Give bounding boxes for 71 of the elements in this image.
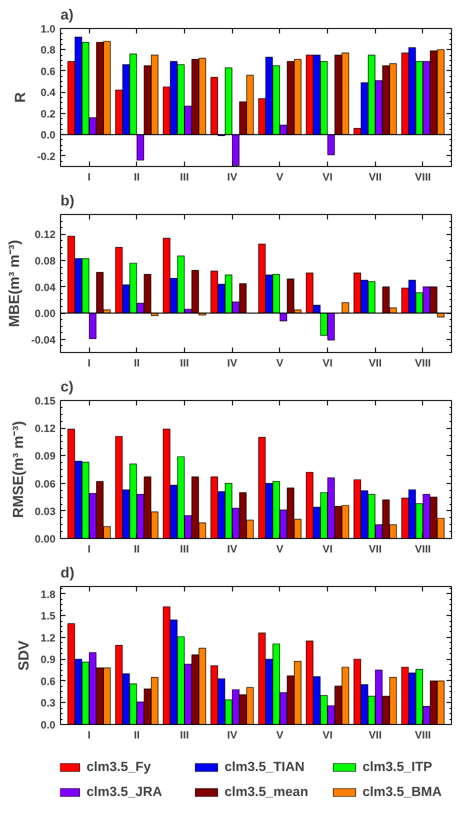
y-tick-label: 0.08: [34, 256, 56, 268]
y-tick-label: 0.06: [34, 478, 56, 490]
x-tick-label: III: [180, 730, 189, 742]
y-tick-label: 0.09: [34, 450, 56, 463]
y-tick-label: 0.6: [40, 676, 56, 688]
y-axis-title: SDV: [16, 640, 33, 671]
y-tick-label: 0.04: [34, 282, 56, 294]
chart-title: d): [60, 566, 74, 582]
x-tick-label: VII: [368, 730, 382, 742]
y-tick-label: 0.00: [34, 534, 56, 546]
x-tick-label: IV: [227, 358, 238, 370]
y-tick-label: 0.0: [40, 720, 56, 732]
legend-label: clm3.5_TIAN: [224, 759, 306, 774]
y-tick-label: 0.4: [40, 87, 56, 100]
x-tick-label: II: [134, 358, 140, 370]
x-tick-label: VII: [368, 172, 382, 184]
x-tick-label: V: [276, 730, 284, 742]
x-tick-label: II: [134, 544, 140, 556]
y-tick-label: 0.6: [40, 66, 56, 78]
y-tick-label: 0.12: [34, 423, 56, 436]
x-tick-label: VI: [322, 172, 333, 184]
y-tick-label: 0.8: [40, 44, 56, 57]
y-tick-label: 1.8: [40, 588, 56, 601]
x-tick-label: III: [180, 172, 189, 184]
x-tick-label: IV: [227, 172, 238, 184]
legend-label: clm3.5_BMA: [362, 784, 443, 799]
x-tick-label: II: [134, 172, 140, 184]
y-tick-label: -0.2: [37, 150, 56, 163]
y-tick-label: 1.2: [40, 632, 56, 644]
y-axis-title: RMSE(m³ m⁻³): [10, 420, 27, 518]
legend-label: clm3.5_mean: [224, 784, 310, 799]
y-tick-label: 0.0: [40, 130, 56, 142]
x-tick-label: II: [134, 730, 140, 742]
x-tick-label: IV: [227, 730, 238, 742]
legend-label: clm3.5_Fy: [86, 759, 152, 774]
y-tick-label: 0.3: [40, 698, 56, 710]
x-tick-label: IV: [227, 544, 238, 556]
x-tick-label: VIII: [414, 730, 431, 742]
x-tick-label: V: [276, 544, 284, 556]
x-tick-label: VI: [322, 730, 333, 742]
y-tick-label: 0.12: [34, 229, 56, 242]
y-tick-label: 0.03: [34, 506, 56, 518]
y-tick-label: 0.9: [40, 654, 56, 666]
legend-label: clm3.5_JRA: [86, 784, 164, 799]
x-tick-label: VIII: [414, 358, 431, 370]
x-tick-label: VII: [368, 358, 382, 370]
x-tick-label: III: [180, 544, 189, 556]
x-tick-label: VIII: [414, 544, 431, 556]
x-tick-label: III: [180, 358, 189, 370]
x-tick-label: I: [88, 358, 91, 370]
y-tick-label: -0.04: [31, 334, 56, 346]
chart-title: a): [60, 8, 74, 24]
y-tick-label: 0.15: [34, 396, 56, 408]
y-axis-title: R: [13, 92, 30, 103]
y-tick-label: 1.0: [40, 24, 56, 36]
x-tick-label: V: [276, 172, 284, 184]
x-tick-label: VIII: [414, 172, 431, 184]
x-tick-label: VI: [322, 544, 333, 556]
x-tick-label: V: [276, 358, 284, 370]
x-tick-label: VI: [322, 358, 333, 370]
chart-title: c): [60, 380, 74, 396]
y-tick-label: 0.2: [40, 108, 56, 120]
y-axis-title: MBE(m³ m⁻³): [7, 240, 24, 328]
x-tick-label: VII: [368, 544, 382, 556]
legend-label: clm3.5_ITP: [362, 759, 434, 774]
y-tick-label: 1.5: [40, 610, 56, 623]
y-tick-label: 0.00: [34, 308, 56, 320]
chart-title: b): [60, 194, 74, 210]
x-tick-label: I: [88, 172, 91, 184]
x-tick-label: I: [88, 544, 91, 556]
x-tick-label: I: [88, 730, 91, 742]
